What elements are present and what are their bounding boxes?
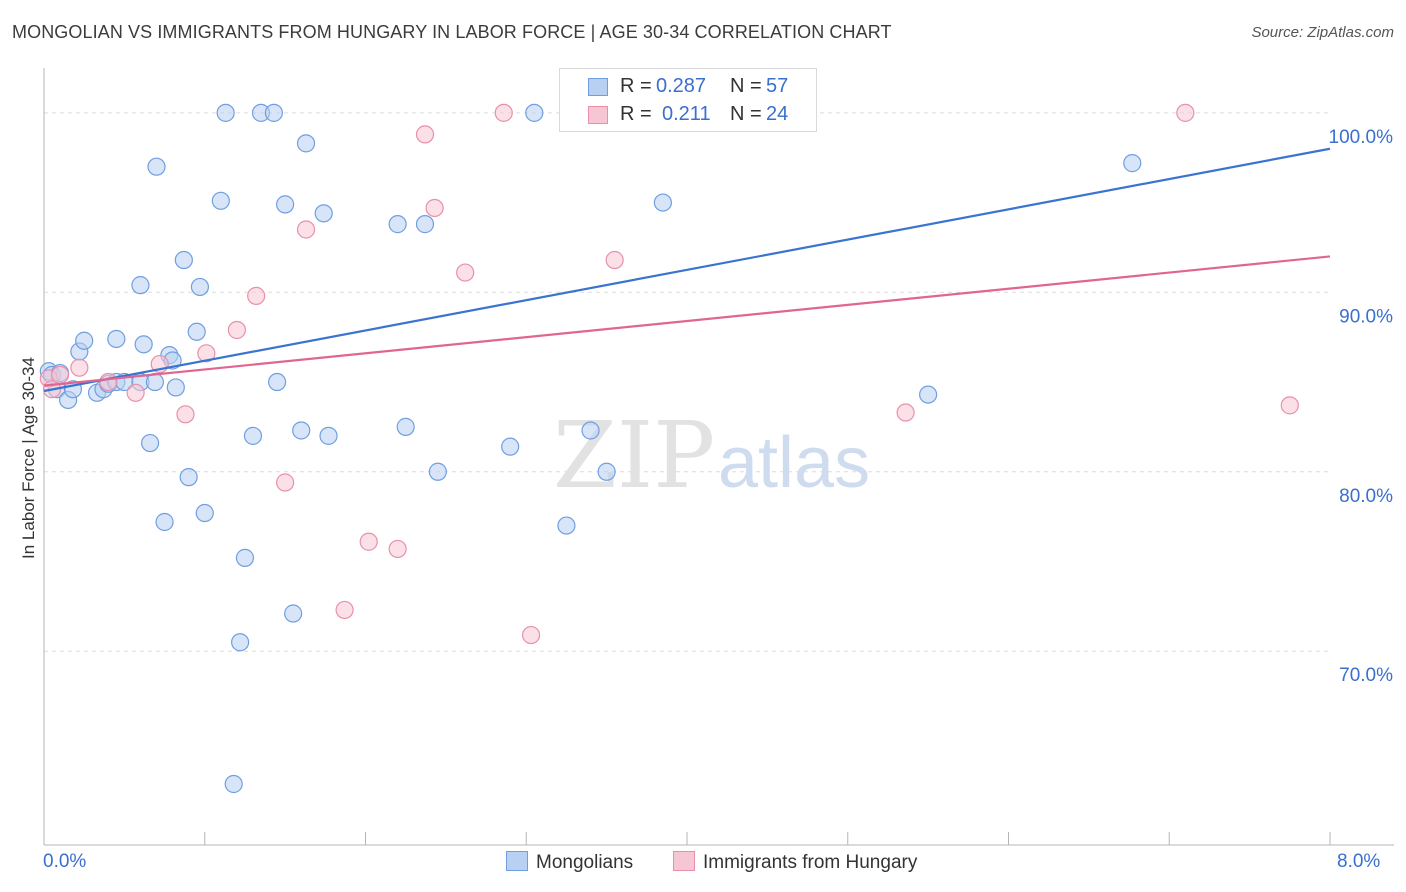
y-axis-title: In Labor Force | Age 30-34 [19,357,38,559]
point-hungary [896,403,915,422]
legend-swatch-mongolians [588,78,608,96]
series-label-hungary: Immigrants from Hungary [703,852,918,873]
point-mongolians [190,277,210,297]
point-mongolians [557,516,576,535]
point-mongolians [396,417,415,436]
x-tick-label-max: 8.0% [1337,851,1381,872]
series-legend-mongolians: Mongolians [506,851,633,874]
point-hungary [276,473,295,492]
point-mongolians [525,103,544,122]
point-mongolians [107,329,126,349]
y-tick-label: 90.0% [1339,306,1393,327]
point-mongolians [235,548,255,567]
legend-row-hungary: R = 0.211 N = 24 [560,100,816,130]
legend-r-value-mongolians: 0.287 [656,75,707,97]
point-mongolians [216,103,235,122]
point-hungary [335,600,354,620]
point-mongolians [314,204,333,223]
point-mongolians [179,468,198,487]
trend-line-hungary [43,255,1331,387]
point-mongolians [284,604,303,623]
watermark: ZIP atlas [553,402,870,509]
point-mongolians [166,378,185,397]
point-hungary [1280,396,1299,415]
point-mongolians [581,421,600,440]
point-hungary [50,365,70,384]
point-mongolians [187,322,206,341]
point-mongolians [267,372,287,392]
point-mongolians [224,774,243,794]
point-mongolians [319,426,338,445]
legend-r-label: R = [620,103,652,125]
point-mongolians [195,503,214,523]
series-legend-hungary: Immigrants from Hungary [673,851,917,874]
point-mongolians [653,193,672,212]
point-mongolians [388,215,407,234]
point-hungary [359,532,378,551]
watermark-atlas: atlas [718,423,870,503]
point-hungary [1176,103,1195,122]
x-tick-label-min: 0.0% [43,851,87,872]
trend-lines [43,147,1331,393]
series-swatch-mongolians [506,851,528,871]
legend-r-value-hungary: 0.211 [662,103,711,125]
point-hungary [415,125,435,144]
point-hungary [247,286,266,305]
point-mongolians [597,462,616,481]
point-mongolians [174,250,193,270]
point-mongolians [231,633,250,652]
legend-n-label: N = [730,75,762,97]
point-mongolians [264,103,283,122]
point-mongolians [296,134,316,153]
watermark-zip: ZIP [553,402,715,509]
correlation-legend: R = 0.287 N = 57 R = 0.211 N = 24 [559,68,817,132]
point-hungary [456,263,475,282]
y-tick-label: 100.0% [1329,127,1394,148]
point-hungary [494,103,513,122]
series-swatch-hungary [673,851,695,871]
point-mongolians [292,421,311,440]
point-mongolians [501,437,520,456]
trend-line-mongolians [43,147,1331,393]
x-ticks [43,832,1331,845]
y-tick-labels: 70.0% 80.0% 90.0% 100.0% [1329,127,1394,686]
point-mongolians [428,462,447,481]
legend-n-label: N = [730,103,762,125]
point-mongolians [147,157,166,176]
chart-title: MONGOLIAN VS IMMIGRANTS FROM HUNGARY IN … [12,22,892,42]
point-mongolians [140,433,160,453]
point-hungary [70,358,89,377]
y-tick-label: 80.0% [1339,486,1393,507]
legend-n-value-hungary: 24 [766,103,789,125]
y-tick-label: 70.0% [1339,665,1393,686]
point-mongolians [131,276,150,295]
legend-swatch-hungary [588,106,608,124]
point-mongolians [211,191,230,210]
point-hungary [425,198,444,218]
legend-n-value-mongolians: 57 [766,75,789,97]
point-hungary [126,383,145,402]
point-mongolians [276,195,295,214]
point-mongolians [75,331,94,350]
point-hungary [197,344,216,363]
point-hungary [227,320,246,340]
point-hungary [388,539,407,559]
point-mongolians [155,512,174,532]
legend-row-mongolians: R = 0.287 N = 57 [560,72,816,102]
point-mongolians [134,335,153,354]
point-hungary [605,250,624,270]
point-hungary [296,220,316,239]
point-mongolians [919,385,938,404]
legend-r-label: R = [620,75,652,97]
point-mongolians [1123,154,1142,173]
point-mongolians [243,426,263,445]
series-label-mongolians: Mongolians [536,852,634,873]
point-hungary [99,372,118,392]
point-mongolians [415,215,435,234]
gridlines [44,112,1330,652]
source-attribution: Source: ZipAtlas.com [1251,24,1394,41]
point-hungary [176,405,195,424]
point-hungary [521,625,541,645]
